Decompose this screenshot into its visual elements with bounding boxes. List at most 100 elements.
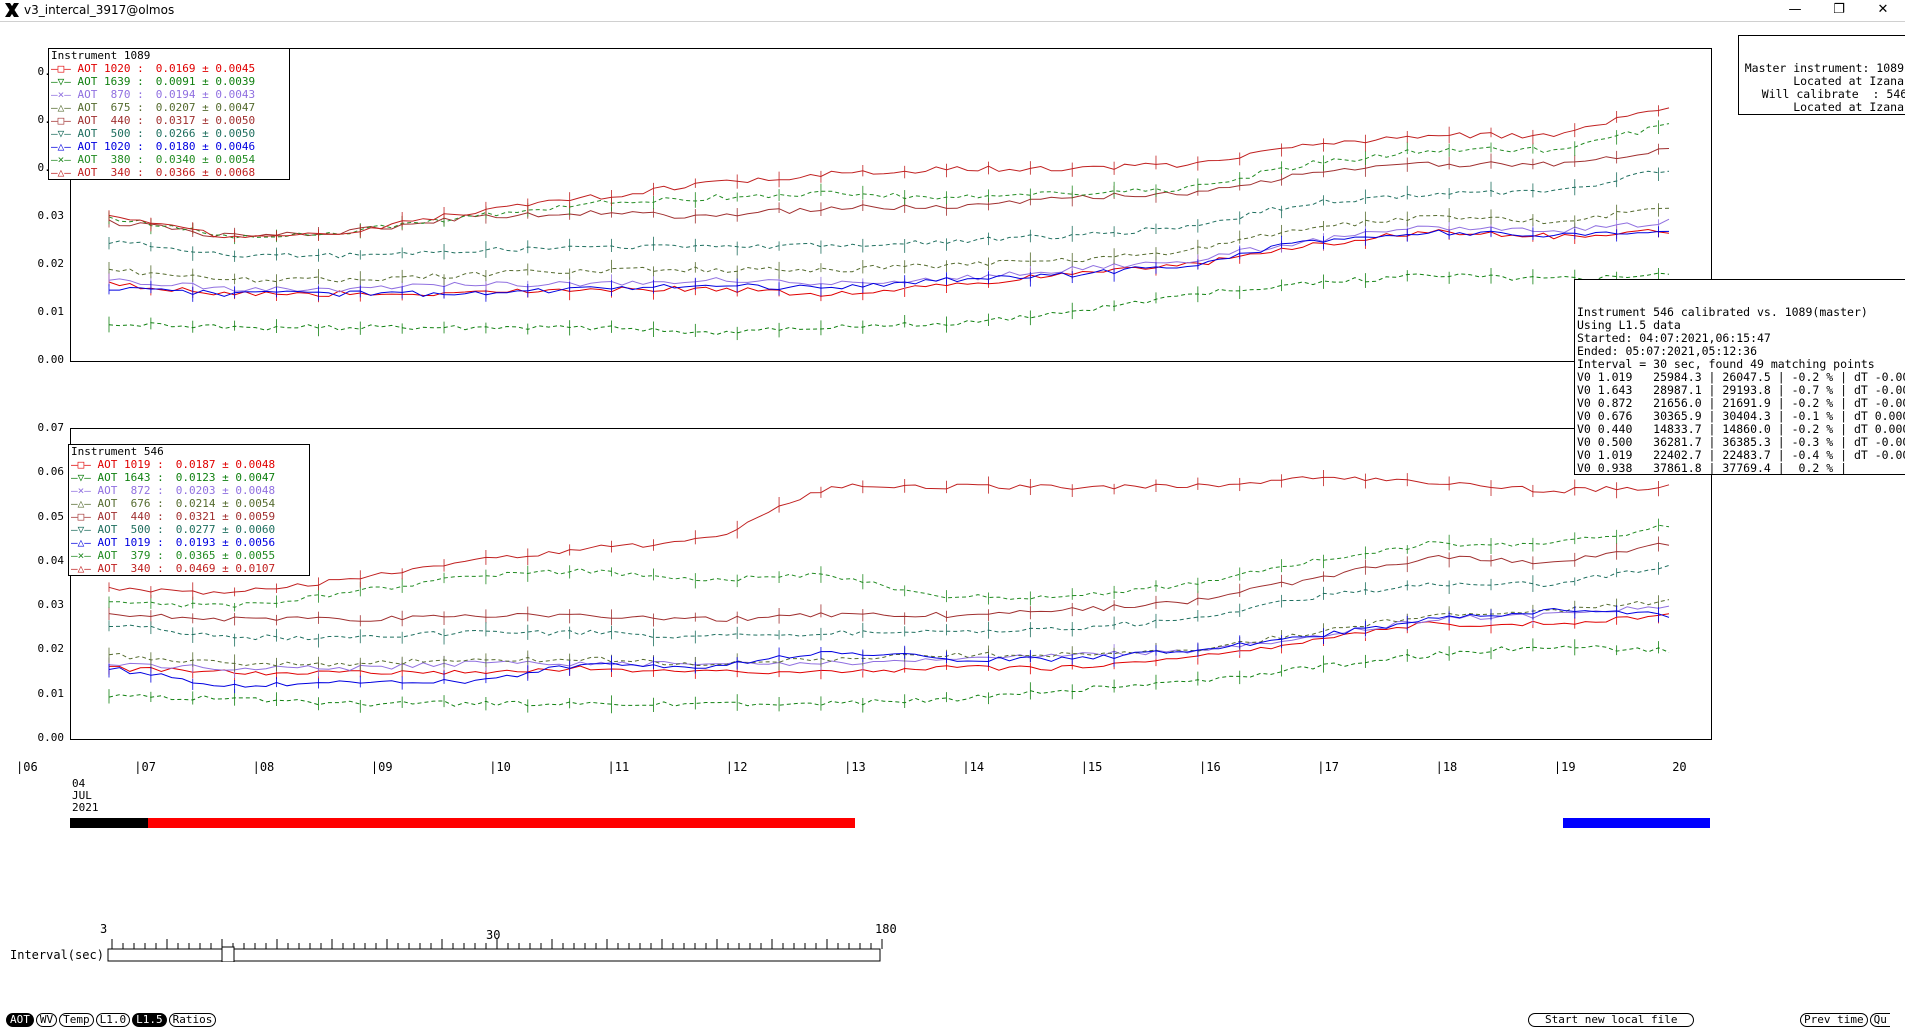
y-tick-label: 0.06 bbox=[37, 465, 65, 479]
y-tick-label: 0.00 bbox=[37, 353, 65, 366]
legend-label: AOT 340 : bbox=[77, 166, 144, 179]
legend-value: 0.0266 ± 0.0050 bbox=[155, 127, 256, 140]
legend-label: AOT 500 : bbox=[77, 127, 144, 140]
mode-button-row: AOT WV Temp L1.0 L1.5 Ratios bbox=[6, 1013, 218, 1027]
start-new-local-file-button[interactable]: Start new local file bbox=[1528, 1013, 1695, 1027]
date-year: 2021 bbox=[72, 801, 99, 814]
series-line bbox=[108, 645, 1670, 707]
slider-max-label: 180 bbox=[875, 922, 897, 936]
legend-label: AOT 1020 : bbox=[77, 62, 144, 75]
series-line bbox=[108, 476, 1670, 595]
legend-label: AOT 1643 : bbox=[97, 471, 164, 484]
tri-down-marker-icon: —▽— bbox=[51, 75, 78, 88]
master-box-line: From JUN/14/2021 bbox=[1793, 114, 1904, 115]
series-line bbox=[108, 542, 1670, 622]
square-marker-icon: —□— bbox=[51, 114, 78, 127]
square-marker-icon: —□— bbox=[71, 458, 98, 471]
series-line bbox=[108, 123, 1670, 239]
x-tick-label: |13 bbox=[844, 760, 866, 774]
bottom-legend: Instrument 546 —□— AOT 1019 : 0.0187 ± 0.… bbox=[68, 444, 310, 576]
interval-label: Interval(sec) bbox=[10, 948, 104, 962]
x-tick-label: |06 bbox=[16, 760, 38, 774]
prev-time-button[interactable]: Prev time bbox=[1800, 1013, 1868, 1027]
series-line bbox=[109, 229, 1670, 297]
legend-entry: —□— AOT 440 : 0.0321 ± 0.0059 bbox=[71, 510, 307, 523]
y-tick-label: 0.04 bbox=[37, 553, 65, 567]
calib-box-line: V0 1.643 28987.1 | 29193.8 | -0.7 % | dT… bbox=[1577, 383, 1905, 397]
calib-box-line: Instrument 546 calibrated vs. 1089(maste… bbox=[1577, 305, 1868, 319]
temp-button[interactable]: Temp bbox=[59, 1013, 94, 1027]
slider-thumb[interactable] bbox=[221, 946, 235, 963]
tri-up-marker-icon: —△— bbox=[71, 562, 98, 575]
tri-down-marker-icon: —▽— bbox=[71, 523, 98, 536]
calib-box-line: V0 0.500 36281.7 | 36385.3 | -0.3 % | dT… bbox=[1577, 435, 1905, 449]
legend-value: 0.0123 ± 0.0047 bbox=[175, 471, 276, 484]
legend-label: AOT 440 : bbox=[77, 114, 144, 127]
legend-entry: —▽— AOT 500 : 0.0277 ± 0.0060 bbox=[71, 523, 307, 536]
timeline-bar-black bbox=[70, 818, 148, 828]
tri-down-marker-icon: —▽— bbox=[51, 127, 78, 140]
series-line bbox=[108, 207, 1670, 283]
calib-box-line: V0 0.676 30365.9 | 30404.3 | -0.1 % | dT… bbox=[1577, 409, 1905, 423]
aot-button[interactable]: AOT bbox=[6, 1013, 34, 1027]
legend-entry: —△— AOT 1020 : 0.0180 ± 0.0046 bbox=[51, 140, 287, 153]
calib-box-line: Ended: 05:07:2021,05:12:36 bbox=[1577, 344, 1758, 358]
wv-button[interactable]: WV bbox=[35, 1013, 58, 1027]
slider-track[interactable] bbox=[107, 948, 881, 962]
legend-value: 0.0169 ± 0.0045 bbox=[155, 62, 256, 75]
calib-box-line: V0 0.440 14833.7 | 14860.0 | -0.2 % | dT… bbox=[1577, 422, 1905, 436]
x-tick-label: |10 bbox=[489, 760, 511, 774]
legend-label: AOT 500 : bbox=[97, 523, 164, 536]
legend-value: 0.0180 ± 0.0046 bbox=[155, 140, 256, 153]
tri-down-marker-icon: —▽— bbox=[71, 471, 98, 484]
close-button[interactable]: ✕ bbox=[1877, 2, 1889, 17]
legend-label: AOT 675 : bbox=[77, 101, 144, 114]
x-tick-label: 20 bbox=[1672, 760, 1687, 774]
legend-value: 0.0365 ± 0.0055 bbox=[175, 549, 276, 562]
series-line bbox=[108, 564, 1670, 641]
master-instrument-box: Master instrument: 1089 Located at Izana… bbox=[1738, 35, 1905, 115]
interval-slider[interactable] bbox=[106, 935, 886, 963]
maximize-button[interactable]: ❐ bbox=[1833, 2, 1845, 17]
date-month: JUL bbox=[72, 789, 92, 802]
series-line bbox=[108, 107, 1670, 239]
x-tick-label: |16 bbox=[1199, 760, 1221, 774]
bottom-legend-title: Instrument 546 bbox=[71, 445, 164, 458]
series-line bbox=[108, 605, 1670, 672]
calib-box-line: Using L1.5 data bbox=[1577, 318, 1681, 332]
x-tick-label: |08 bbox=[252, 760, 275, 774]
series-line bbox=[109, 613, 1670, 676]
series-line bbox=[108, 228, 1670, 297]
bottom-plot-frame bbox=[70, 428, 1712, 740]
x-marker-icon: —×— bbox=[71, 549, 98, 562]
bottom-plot-canvas bbox=[108, 470, 1670, 714]
ratios-button[interactable]: Ratios bbox=[168, 1013, 217, 1027]
legend-entry: —▽— AOT 500 : 0.0266 ± 0.0050 bbox=[51, 127, 287, 140]
legend-label: AOT 340 : bbox=[97, 562, 164, 575]
y-tick-label: 0.07 bbox=[37, 421, 65, 434]
x-tick-label: |19 bbox=[1553, 760, 1576, 774]
legend-entry: —□— AOT 1020 : 0.0169 ± 0.0045 bbox=[51, 62, 287, 75]
window-title: v3_intercal_3917@olmos bbox=[24, 3, 175, 17]
l10-button[interactable]: L1.0 bbox=[95, 1013, 131, 1027]
legend-value: 0.0214 ± 0.0054 bbox=[175, 497, 276, 510]
x11-app-icon bbox=[5, 3, 19, 17]
legend-label: AOT 380 : bbox=[77, 153, 144, 166]
l15-button[interactable]: L1.5 bbox=[132, 1013, 167, 1027]
x-tick-label: |17 bbox=[1317, 760, 1339, 774]
top-plot-frame bbox=[70, 48, 1712, 362]
timeline-bar-blue bbox=[1563, 818, 1710, 828]
y-tick-label: 0.03 bbox=[37, 209, 65, 222]
legend-entry: —×— AOT 870 : 0.0194 ± 0.0043 bbox=[51, 88, 287, 101]
legend-entry: —□— AOT 1019 : 0.0187 ± 0.0048 bbox=[71, 458, 307, 471]
x-tick-label: |18 bbox=[1435, 760, 1458, 774]
minimize-button[interactable]: — bbox=[1788, 2, 1802, 17]
quit-button[interactable]: Qu bbox=[1869, 1013, 1890, 1027]
x-marker-icon: —×— bbox=[51, 88, 78, 101]
y-tick-label: 0.01 bbox=[37, 686, 65, 700]
tri-up-marker-icon: —△— bbox=[71, 536, 98, 549]
master-box-line: Will calibrate : 546 bbox=[1741, 87, 1905, 101]
top-plot-canvas bbox=[108, 105, 1670, 341]
legend-value: 0.0187 ± 0.0048 bbox=[175, 458, 276, 471]
legend-label: AOT 870 : bbox=[77, 88, 144, 101]
